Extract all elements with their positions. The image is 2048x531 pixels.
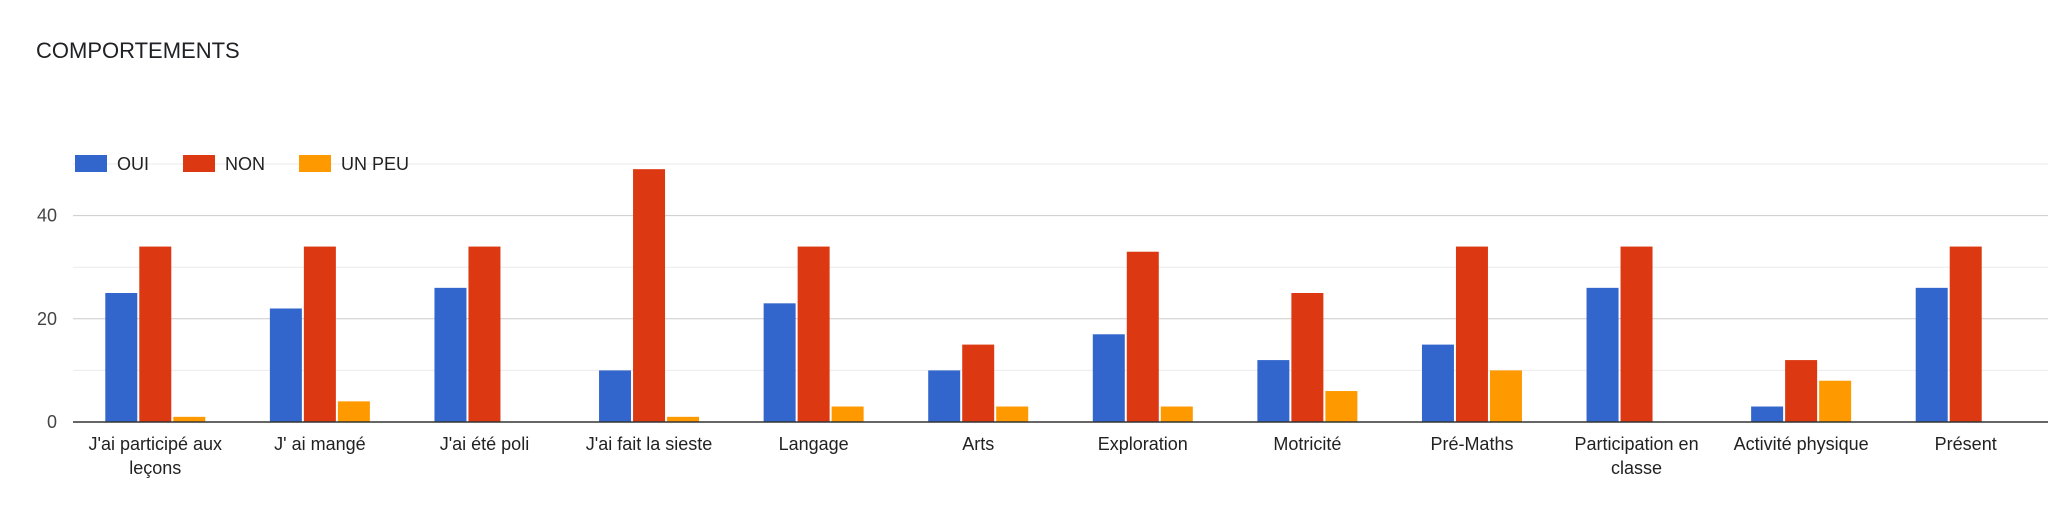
bar-oui bbox=[1586, 287, 1619, 422]
legend-label-non: NON bbox=[225, 154, 265, 174]
category-label: Arts bbox=[962, 434, 994, 454]
bar-oui bbox=[1915, 287, 1948, 422]
category-label: J' ai mangé bbox=[274, 434, 366, 454]
bar-oui bbox=[434, 287, 467, 422]
y-tick-label: 40 bbox=[37, 206, 57, 226]
legend: OUI NON UN PEU bbox=[75, 154, 409, 174]
category-label: J'ai participé aux leçons bbox=[89, 434, 223, 478]
category-label: Pré-Maths bbox=[1430, 434, 1513, 454]
category-label: Activité physique bbox=[1734, 434, 1869, 454]
y-tick-label: 20 bbox=[37, 309, 57, 329]
category-label: J'ai fait la sieste bbox=[586, 434, 713, 454]
bar-un-peu bbox=[173, 416, 206, 422]
bar-oui bbox=[1257, 360, 1290, 422]
y-tick-label: 0 bbox=[47, 412, 57, 432]
legend-swatch-oui bbox=[75, 155, 107, 172]
bar-oui bbox=[928, 370, 961, 422]
bars bbox=[105, 169, 1982, 422]
legend-swatch-un-peu bbox=[299, 155, 332, 172]
bar-oui bbox=[105, 293, 138, 422]
bar-non bbox=[139, 246, 172, 422]
gridlines bbox=[73, 163, 2048, 371]
legend-label-un-peu: UN PEU bbox=[341, 154, 409, 174]
bar-non bbox=[962, 344, 995, 422]
bar-oui bbox=[1092, 334, 1125, 422]
bar-oui bbox=[1421, 344, 1454, 422]
bar-un-peu bbox=[831, 406, 864, 422]
bar-un-peu bbox=[1325, 391, 1358, 422]
category-label: Participation en classe bbox=[1575, 434, 1699, 478]
bar-non bbox=[1949, 246, 1982, 422]
category-label: J'ai été poli bbox=[440, 434, 530, 454]
category-label: Exploration bbox=[1098, 434, 1188, 454]
bar-non bbox=[1455, 246, 1488, 422]
legend-swatch-non bbox=[183, 155, 216, 172]
bar-oui bbox=[599, 370, 632, 422]
chart-title: COMPORTEMENTS bbox=[36, 38, 240, 63]
bar-non bbox=[1785, 360, 1818, 422]
category-label: Motricité bbox=[1273, 434, 1341, 454]
bar-non bbox=[797, 246, 830, 422]
bar-non bbox=[633, 169, 666, 422]
bar-non bbox=[303, 246, 336, 422]
y-axis-ticks: 0 20 40 bbox=[37, 206, 57, 432]
bar-non bbox=[1291, 293, 1324, 422]
legend-label-oui: OUI bbox=[117, 154, 149, 174]
bar-non bbox=[1126, 251, 1159, 422]
category-label: Présent bbox=[1935, 434, 1997, 454]
category-label: Langage bbox=[779, 434, 849, 454]
bar-un-peu bbox=[1489, 370, 1522, 422]
bar-non bbox=[468, 246, 501, 422]
bar-un-peu bbox=[1819, 380, 1852, 422]
bar-un-peu bbox=[1160, 406, 1193, 422]
category-labels: J'ai participé aux leçons J' ai mangé J'ai … bbox=[89, 434, 1997, 478]
bar-un-peu bbox=[337, 401, 370, 422]
bar-un-peu bbox=[667, 416, 700, 422]
bar-oui bbox=[269, 308, 302, 422]
bar-oui bbox=[763, 303, 796, 422]
bar-un-peu bbox=[996, 406, 1029, 422]
bar-non bbox=[1620, 246, 1653, 422]
bar-oui bbox=[1751, 406, 1784, 422]
